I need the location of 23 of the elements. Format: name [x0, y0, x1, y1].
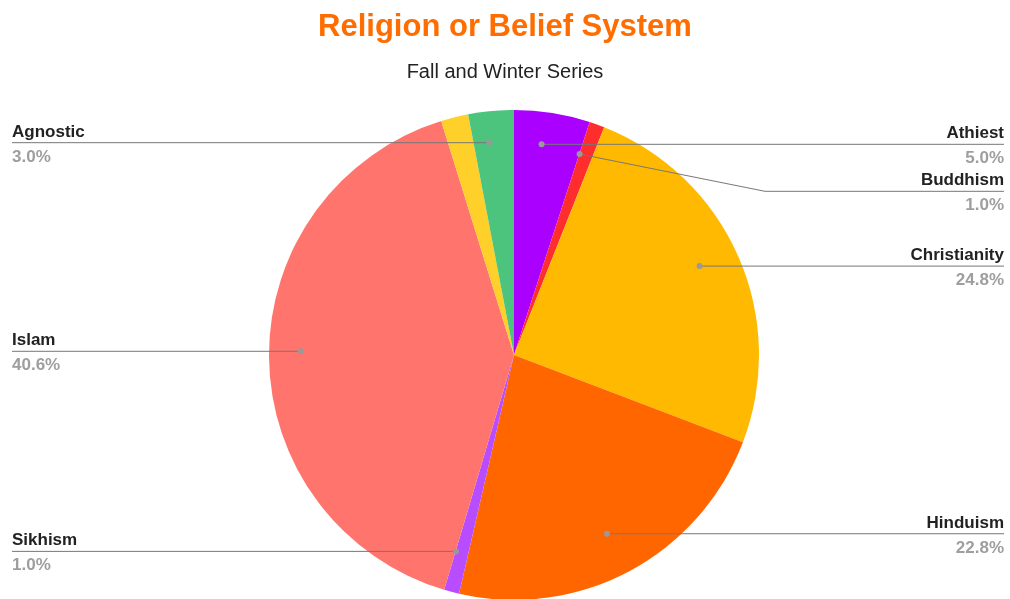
pie-slice	[269, 121, 514, 590]
data-label: 5.0%	[965, 148, 1004, 168]
slice-label: Hinduism	[926, 512, 1004, 532]
pie-slice	[514, 127, 759, 443]
slice-label: Buddhism	[920, 170, 1004, 190]
pie-slice	[441, 114, 514, 355]
chart-title: Religion or Belief System	[317, 8, 693, 44]
slice-label: Sikhism	[12, 530, 78, 550]
slice-label: Agnostic	[12, 121, 85, 141]
data-label: 22.8%	[955, 537, 1004, 557]
pie-slice	[459, 355, 743, 599]
data-label: 3.0%	[12, 146, 51, 166]
pie-slice	[514, 121, 605, 355]
chart-subtitle: Fall and Winter Series	[405, 60, 605, 83]
pie-slice	[514, 110, 590, 355]
slice-label: Christianity	[910, 245, 1005, 265]
slice-label: Islam	[12, 330, 56, 350]
pie-slice	[468, 110, 514, 355]
data-label: 1.0%	[12, 555, 51, 575]
slice-label: Athiest	[946, 123, 1005, 143]
data-label: 1.0%	[965, 195, 1004, 215]
data-label: 40.6%	[12, 355, 61, 375]
data-label: 24.8%	[955, 270, 1004, 290]
